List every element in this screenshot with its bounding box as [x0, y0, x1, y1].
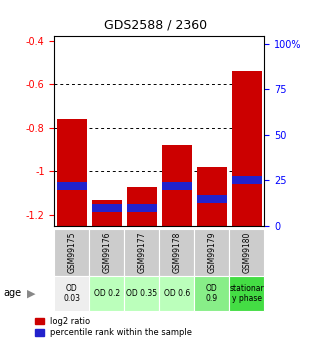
Text: OD 0.6: OD 0.6	[164, 289, 190, 298]
Bar	[90, 276, 124, 310]
Bar	[92, 204, 122, 211]
Bar	[162, 145, 192, 226]
Text: GSM99179: GSM99179	[207, 232, 216, 274]
Text: OD
0.03: OD 0.03	[63, 284, 81, 303]
Bar	[159, 229, 194, 276]
Bar	[127, 187, 157, 226]
Bar	[232, 176, 262, 184]
Text: GDS2588 / 2360: GDS2588 / 2360	[104, 18, 207, 31]
Text: OD
0.9: OD 0.9	[206, 284, 218, 303]
Text: GSM99180: GSM99180	[242, 232, 251, 273]
Bar	[57, 182, 87, 190]
Text: GSM99178: GSM99178	[172, 232, 181, 273]
Bar	[229, 276, 264, 310]
Text: age: age	[3, 288, 21, 298]
Bar	[124, 276, 159, 310]
Bar	[162, 182, 192, 190]
Bar	[194, 229, 229, 276]
Text: OD 0.2: OD 0.2	[94, 289, 120, 298]
Bar	[197, 167, 227, 226]
Text: GSM99175: GSM99175	[67, 232, 77, 274]
Bar	[54, 276, 90, 310]
Bar	[57, 119, 87, 226]
Bar	[124, 229, 159, 276]
Bar	[194, 276, 229, 310]
Text: OD 0.35: OD 0.35	[126, 289, 157, 298]
Bar	[159, 276, 194, 310]
Bar	[197, 195, 227, 203]
Bar	[127, 204, 157, 211]
Bar	[92, 200, 122, 226]
Bar	[232, 71, 262, 226]
Text: GSM99176: GSM99176	[102, 232, 111, 274]
Bar	[229, 229, 264, 276]
Bar	[54, 229, 90, 276]
Text: ▶: ▶	[27, 288, 35, 298]
Legend: log2 ratio, percentile rank within the sample: log2 ratio, percentile rank within the s…	[35, 317, 192, 337]
Text: stationar
y phase: stationar y phase	[230, 284, 264, 303]
Bar	[90, 229, 124, 276]
Text: GSM99177: GSM99177	[137, 232, 146, 274]
